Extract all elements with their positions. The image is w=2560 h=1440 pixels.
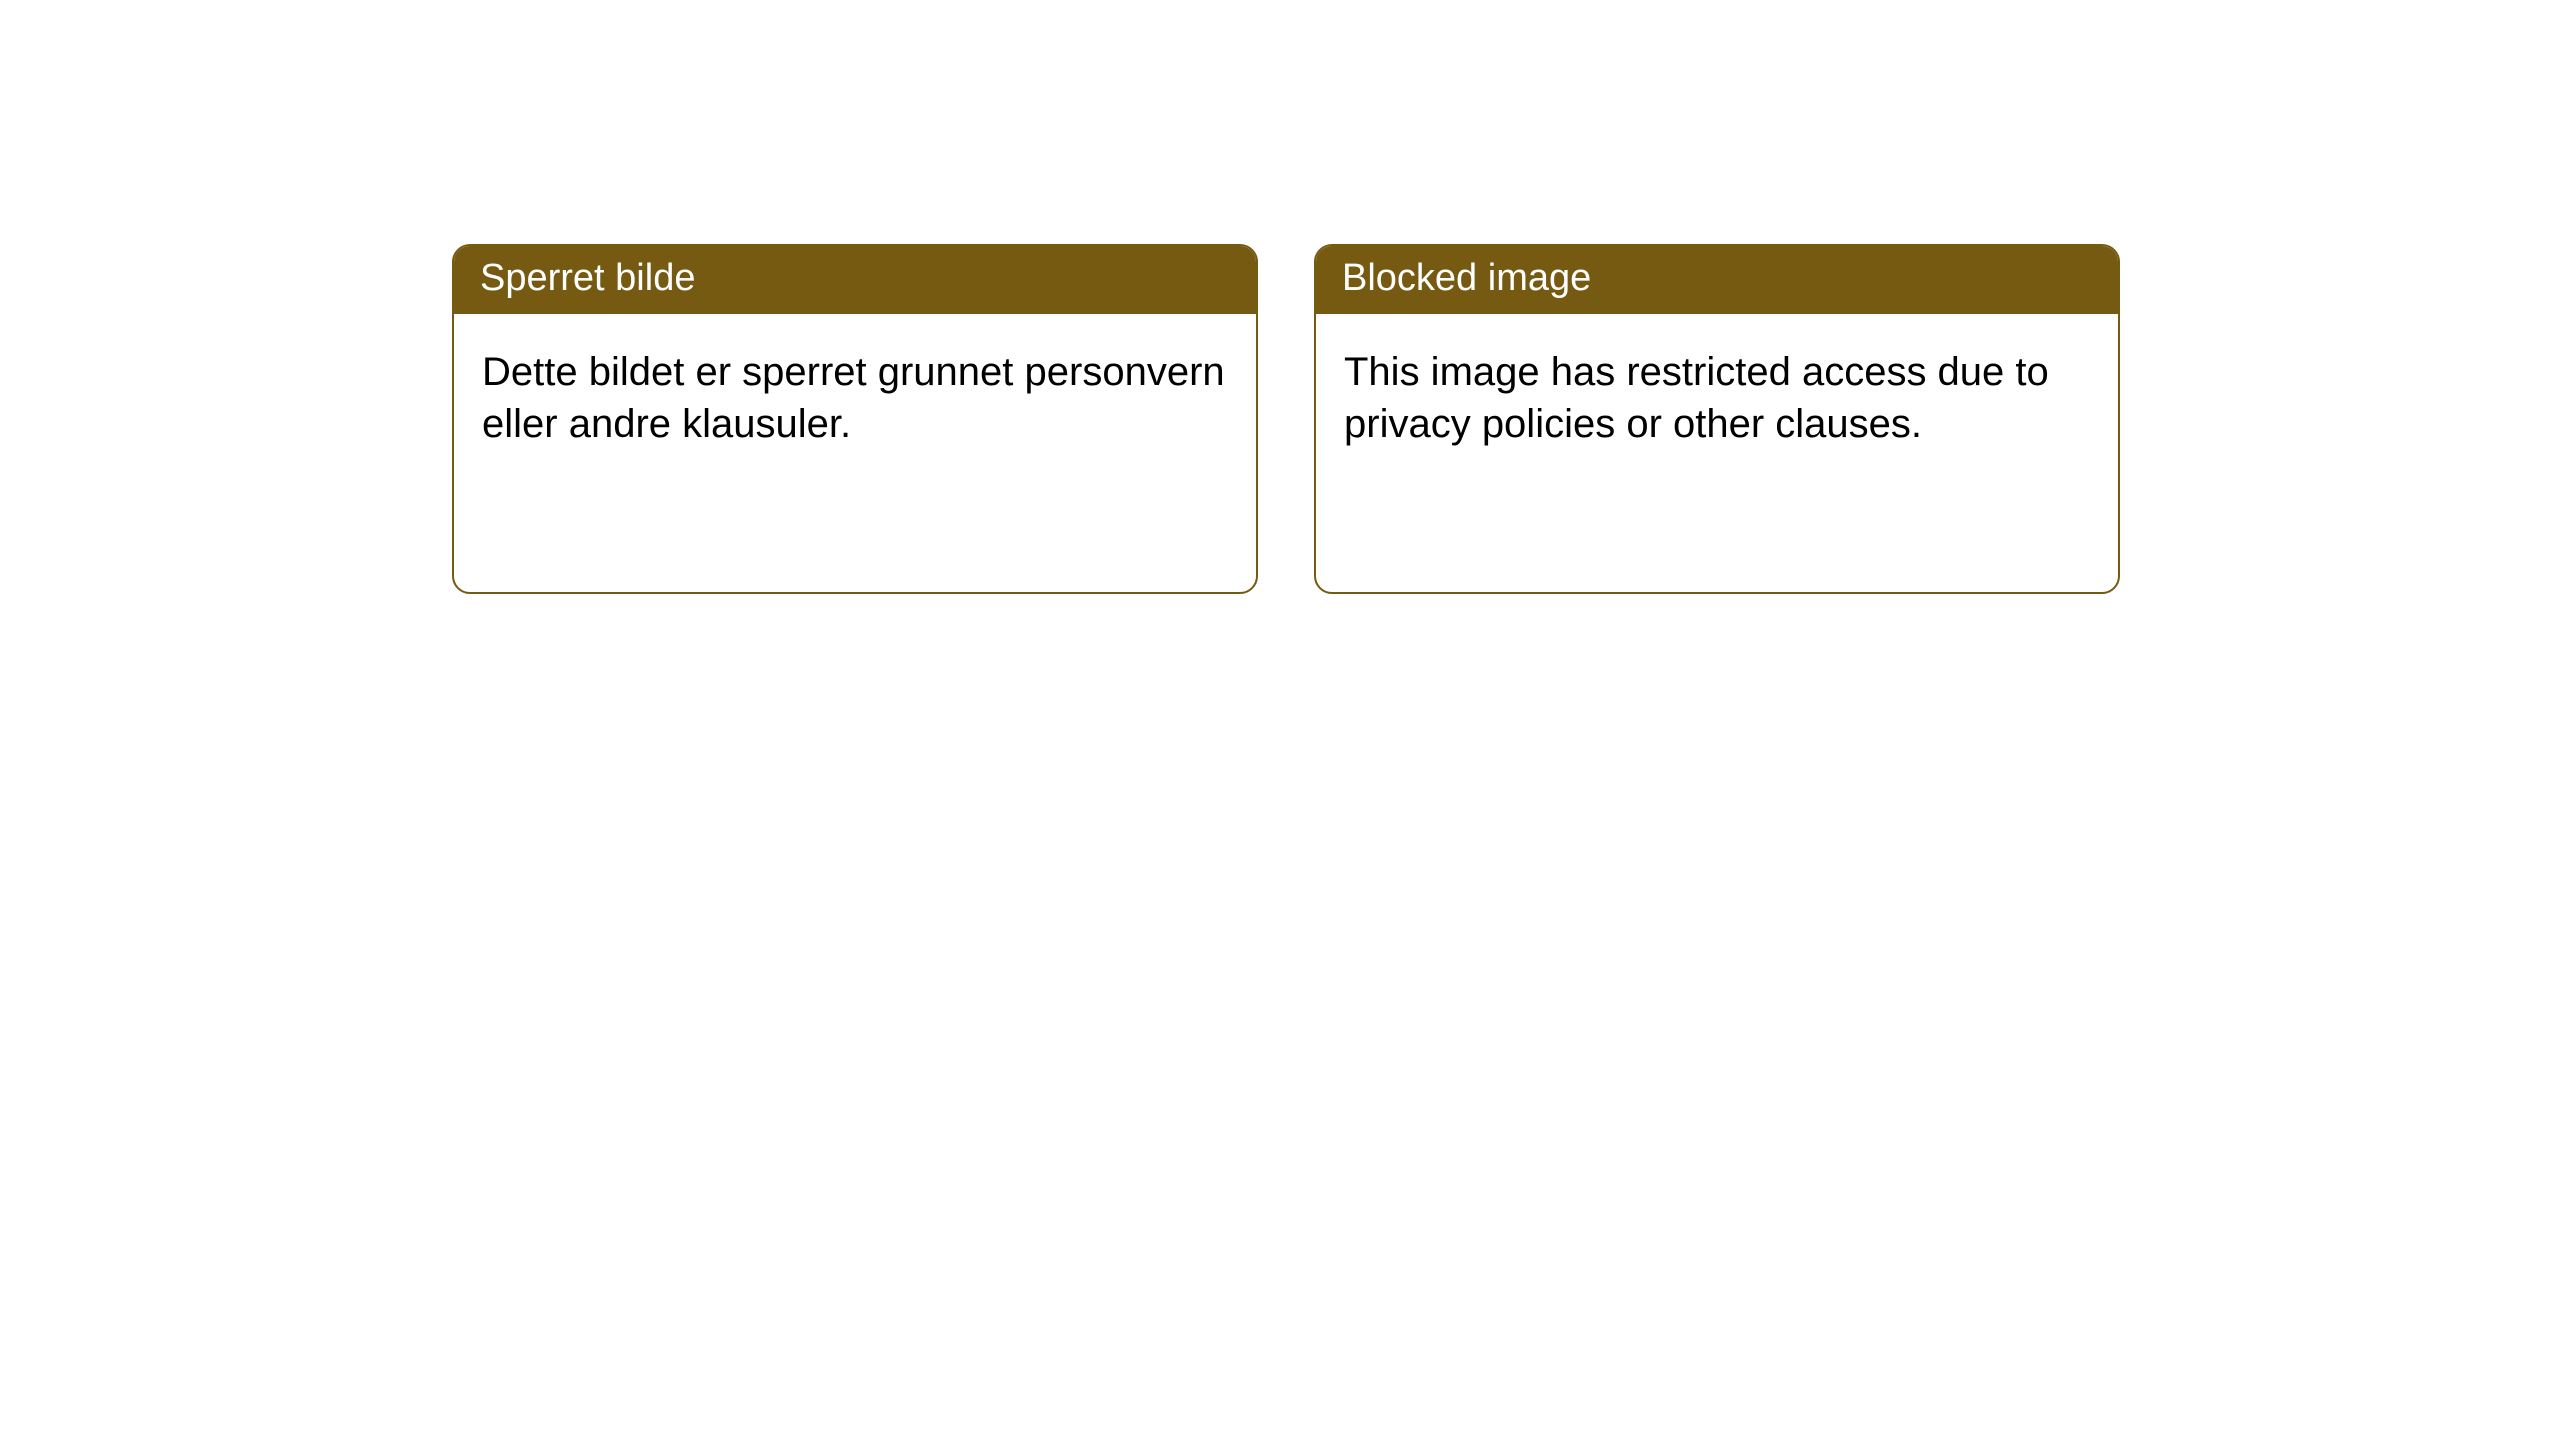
notice-container: Sperret bilde Dette bildet er sperret gr… [0, 0, 2560, 594]
notice-body-norwegian: Dette bildet er sperret grunnet personve… [454, 314, 1256, 592]
notice-card-english: Blocked image This image has restricted … [1314, 244, 2120, 594]
notice-title-norwegian: Sperret bilde [454, 246, 1256, 314]
notice-card-norwegian: Sperret bilde Dette bildet er sperret gr… [452, 244, 1258, 594]
notice-title-english: Blocked image [1316, 246, 2118, 314]
notice-body-english: This image has restricted access due to … [1316, 314, 2118, 592]
